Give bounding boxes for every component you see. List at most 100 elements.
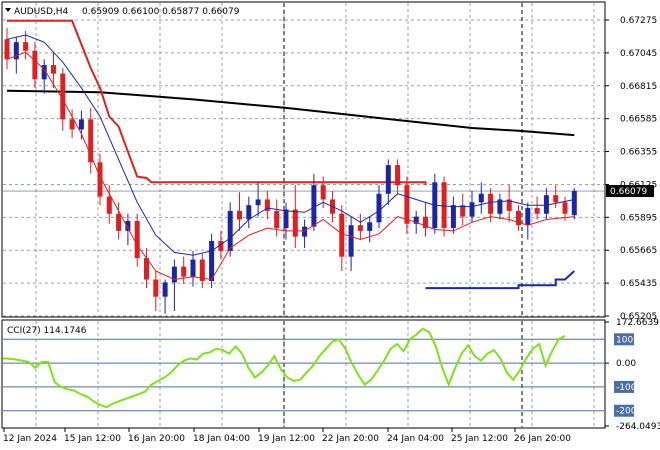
candle-body <box>41 65 47 80</box>
cci-level-lines <box>3 338 604 412</box>
candle-body <box>460 205 466 217</box>
candle-body <box>339 213 345 257</box>
candle-body <box>534 208 540 214</box>
candle-body <box>553 195 559 203</box>
time-tick-label: 12 Jan 2024 <box>3 434 57 444</box>
candle-body <box>348 225 354 257</box>
candle-body <box>302 226 308 237</box>
price-axis: 0.672750.670450.668150.665850.663550.661… <box>605 16 657 322</box>
candle-body <box>423 216 428 229</box>
candle <box>506 185 512 223</box>
price-tick-label: 0.65205 <box>620 312 657 322</box>
candle-body <box>125 220 131 231</box>
triangle-down-icon[interactable] <box>5 8 11 12</box>
trailing-stop-red-line <box>7 19 427 186</box>
candle <box>367 216 373 243</box>
moving-average-red-line <box>6 51 575 281</box>
candle <box>218 230 224 260</box>
candle-body <box>97 162 103 197</box>
candle <box>450 196 456 234</box>
time-tick-label: 24 Jan 04:00 <box>387 434 444 444</box>
price-tick-label: 0.66355 <box>620 148 657 158</box>
candle-body <box>506 199 512 211</box>
candle <box>423 202 428 237</box>
price-tick-label: 0.65435 <box>620 279 657 289</box>
candle <box>181 256 187 284</box>
grid-lines <box>3 3 604 427</box>
price-tick-label: 0.66815 <box>620 82 657 92</box>
candle <box>460 193 466 226</box>
time-axis: 12 Jan 2024 15 Jan 12:00 16 Jan 20:00 18 Ja… <box>3 428 571 444</box>
candle <box>97 153 103 206</box>
candle-body <box>450 205 456 229</box>
price-tick-label: 0.66585 <box>620 115 657 125</box>
cci-axis-label: -100 <box>616 383 637 393</box>
candle-body <box>209 240 215 281</box>
candle <box>553 185 559 209</box>
cci-axis-label: -264.0493 <box>616 422 660 432</box>
candle-body <box>488 193 494 214</box>
candle-body <box>218 240 224 251</box>
candle <box>237 192 242 231</box>
time-tick-label: 18 Jan 04:00 <box>193 434 250 444</box>
candle-body <box>441 182 447 229</box>
cci-axis-label: -200 <box>616 407 637 417</box>
candle <box>571 188 577 220</box>
candle-body <box>106 196 112 214</box>
cci-line <box>2 327 566 409</box>
candle <box>32 42 38 88</box>
candle-body <box>367 222 373 231</box>
time-tick-label: 19 Jan 12:00 <box>258 434 315 444</box>
price-tick-label: 0.65895 <box>620 213 657 223</box>
cci-level-tag <box>614 380 634 393</box>
candle <box>376 185 382 229</box>
current-price-label: 0.66079 <box>610 187 647 197</box>
candle-body <box>264 199 270 211</box>
candle <box>292 185 298 249</box>
cci-series <box>2 327 566 409</box>
candle-body <box>60 73 66 120</box>
cci-label: CCI(27) 114.1746 <box>7 326 87 336</box>
candle <box>357 213 363 240</box>
candle <box>264 190 270 220</box>
candle-body <box>237 210 242 220</box>
cci-level-tag <box>614 404 634 417</box>
cci-axis-label: 0.00 <box>616 359 636 369</box>
cci-level-tag <box>614 333 634 346</box>
candle-body <box>404 185 410 224</box>
price-tick-label: 0.67045 <box>620 49 657 59</box>
candle <box>199 253 205 289</box>
candle-body <box>78 119 84 130</box>
candle <box>4 27 10 70</box>
cci-axis-label: 172.6639 <box>616 318 659 328</box>
candle <box>385 159 391 206</box>
cci-panel-frame <box>1 319 606 429</box>
candle <box>283 202 289 240</box>
candle <box>190 250 196 287</box>
candle <box>274 199 280 237</box>
candle <box>153 270 159 311</box>
current-price-marker: 0.66079 <box>606 185 654 198</box>
candle-body <box>469 202 475 217</box>
symbol-label: AUDUSD,H4 <box>14 7 69 17</box>
candle-body <box>525 208 531 226</box>
candle <box>88 107 94 174</box>
candle <box>144 248 149 289</box>
candle-body <box>162 282 168 297</box>
candle-body <box>51 65 56 74</box>
cci-axis: 172.6639 100 0.00 -100 -200 -264.0493 <box>605 318 660 432</box>
candle-body <box>497 199 503 214</box>
candle-body <box>478 193 484 203</box>
candle-body <box>311 185 317 227</box>
candle-body <box>255 199 261 206</box>
candle-body <box>32 50 38 80</box>
candle-body <box>395 165 401 186</box>
candle <box>13 36 19 74</box>
candle-body <box>385 165 391 194</box>
candle <box>562 196 568 221</box>
candle <box>348 216 354 271</box>
candle <box>516 205 521 231</box>
candle-body <box>116 213 122 231</box>
time-tick-label: 25 Jan 12:00 <box>451 434 508 444</box>
